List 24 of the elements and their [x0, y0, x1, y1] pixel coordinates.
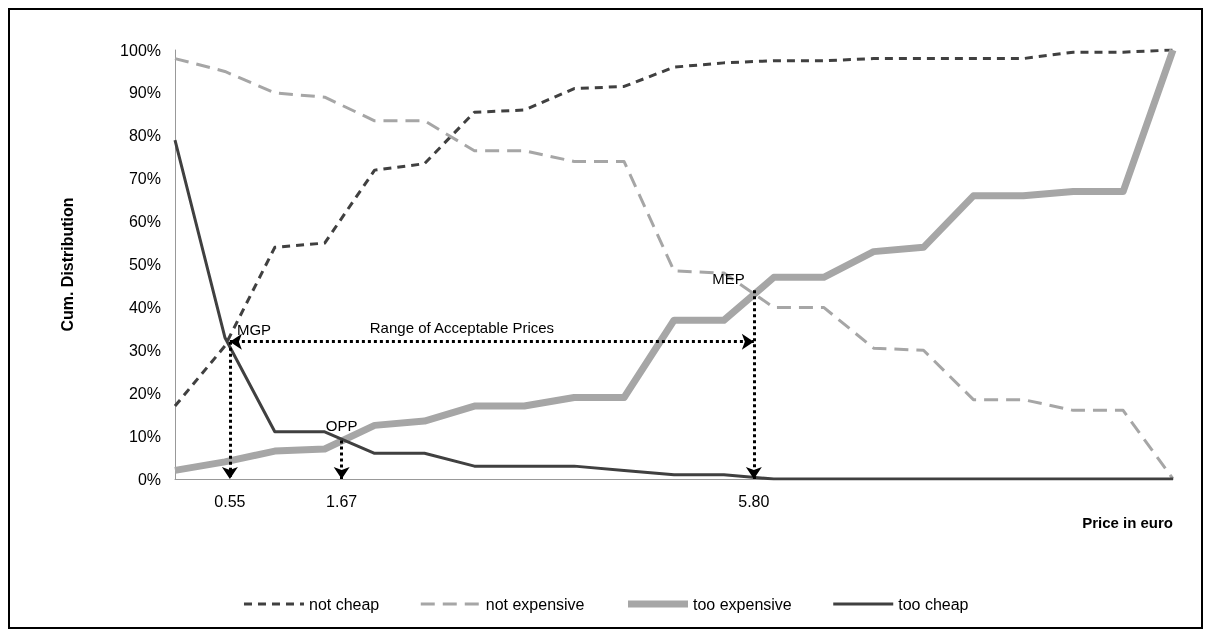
y-tick-label: 80% — [128, 127, 161, 145]
legend-label: not cheap — [308, 595, 380, 613]
y-tick-label: 60% — [128, 213, 161, 231]
y-tick-label: 30% — [128, 341, 161, 359]
y-tick-label: 20% — [128, 384, 161, 402]
annotation: OPP — [325, 417, 358, 435]
y-tick-label: 90% — [128, 84, 161, 102]
annotation: Range of Acceptable Prices — [369, 318, 555, 336]
legend-label: not expensive — [485, 595, 585, 613]
annotation: MEP — [712, 269, 745, 287]
legend-label: too expensive — [693, 595, 792, 613]
x-tick-label: 1.67 — [326, 492, 358, 510]
y-tick-label: 10% — [128, 427, 161, 445]
y-tick-label: 40% — [128, 298, 161, 316]
y-tick-label: 70% — [128, 170, 161, 188]
legend-label: too cheap — [898, 595, 969, 613]
x-tick-label: 0.55 — [214, 492, 246, 510]
annotation: MGP — [236, 321, 272, 339]
y-axis-title: Cum. Distribution — [58, 197, 76, 332]
x-axis-title: Price in euro — [1082, 514, 1173, 531]
y-tick-label: 50% — [128, 256, 161, 273]
y-tick-label: 0% — [137, 470, 161, 488]
x-tick-label: 5.80 — [738, 492, 770, 510]
y-tick-label: 100% — [120, 41, 161, 59]
